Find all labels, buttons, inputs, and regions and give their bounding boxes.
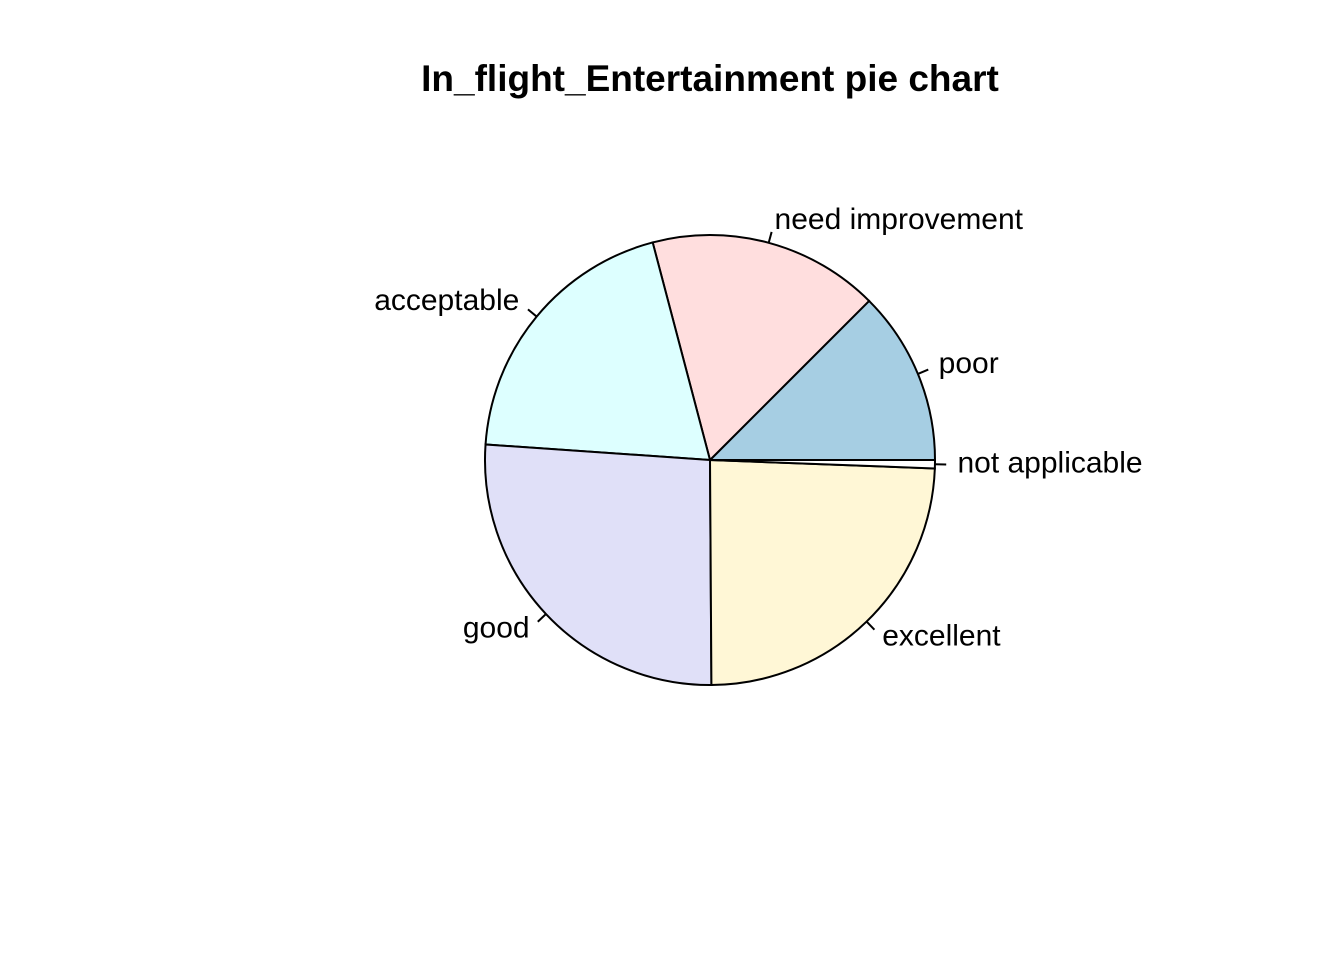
pie-slice-good <box>484 443 713 686</box>
slice-label-not-applicable: not applicable <box>957 447 1142 480</box>
pie-slice-not-applicable <box>709 459 937 470</box>
pie-slices <box>484 234 937 687</box>
label-tick-poor <box>917 368 929 375</box>
slice-label-poor: poor <box>939 347 999 380</box>
slice-label-need-improvement: need improvement <box>775 203 1024 236</box>
chart-title: In_flight_Entertainment pie chart <box>421 58 999 99</box>
label-ticks <box>527 231 947 631</box>
slice-labels: poor need improvement acceptable good excell… <box>374 203 1142 653</box>
pie-slice-poor <box>707 299 937 461</box>
label-tick-need-improvement <box>767 231 773 244</box>
slice-label-excellent: excellent <box>882 620 1001 653</box>
label-tick-acceptable <box>527 308 538 318</box>
slice-label-good: good <box>463 611 530 644</box>
pie-slice-acceptable <box>484 241 712 462</box>
label-tick-excellent <box>865 620 876 631</box>
slice-label-acceptable: acceptable <box>374 284 519 317</box>
pie-slice-need-improvement <box>651 234 871 462</box>
label-tick-good <box>537 613 547 623</box>
